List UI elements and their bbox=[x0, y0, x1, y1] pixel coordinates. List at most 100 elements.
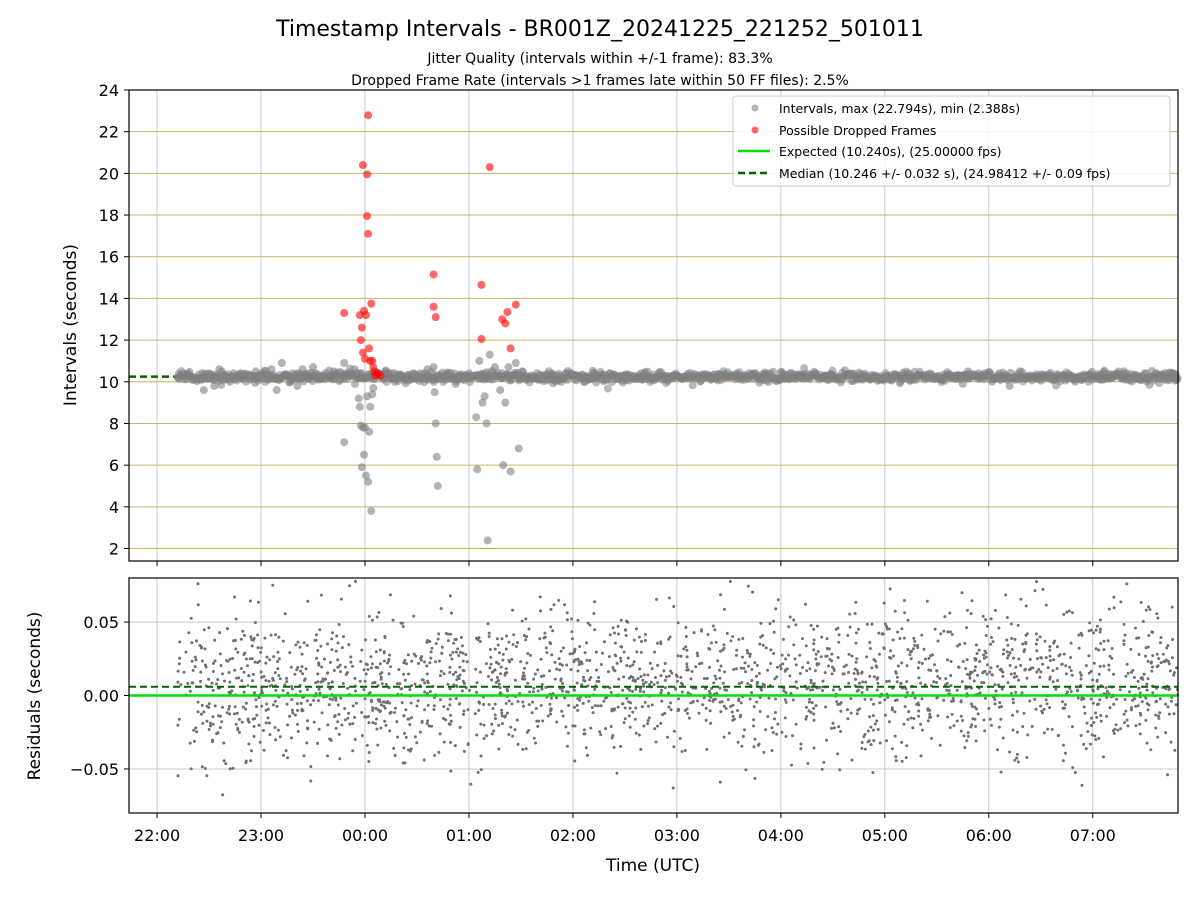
residual-point bbox=[508, 660, 512, 664]
residual-point bbox=[318, 691, 322, 695]
residual-point bbox=[446, 682, 450, 686]
residual-point bbox=[821, 679, 825, 683]
residual-point bbox=[375, 727, 379, 731]
residual-point bbox=[343, 707, 347, 711]
residual-point bbox=[637, 733, 641, 737]
residual-point bbox=[632, 638, 636, 642]
residual-point bbox=[500, 637, 504, 641]
residual-point bbox=[944, 677, 948, 681]
residual-point bbox=[265, 702, 269, 706]
residual-point bbox=[301, 672, 305, 676]
interval-point bbox=[423, 365, 432, 374]
interval-point bbox=[364, 477, 373, 486]
residual-point bbox=[583, 651, 587, 655]
residual-point bbox=[902, 722, 906, 726]
residual-point bbox=[773, 677, 777, 681]
residual-point bbox=[804, 717, 808, 721]
residual-point bbox=[689, 677, 693, 681]
residual-point bbox=[1107, 663, 1111, 667]
residual-point bbox=[593, 628, 597, 632]
residual-point bbox=[584, 746, 588, 750]
residual-point bbox=[423, 681, 427, 685]
residual-point bbox=[1076, 696, 1080, 700]
residual-point bbox=[1112, 702, 1116, 706]
residual-point bbox=[449, 632, 453, 636]
residual-point bbox=[909, 657, 913, 661]
residual-point bbox=[277, 635, 281, 639]
residual-point bbox=[475, 733, 479, 737]
residual-point bbox=[702, 676, 706, 680]
residual-point bbox=[199, 646, 203, 650]
residual-point bbox=[343, 665, 347, 669]
residual-point bbox=[511, 608, 515, 612]
residual-point bbox=[854, 600, 858, 604]
residual-point bbox=[1080, 633, 1084, 637]
intervals-y-tick-label: 2 bbox=[109, 539, 119, 558]
residual-point bbox=[991, 640, 995, 644]
residual-point bbox=[403, 678, 407, 682]
residual-point bbox=[1073, 770, 1077, 774]
residual-point bbox=[462, 749, 466, 753]
residual-point bbox=[474, 667, 478, 671]
residual-point bbox=[1146, 677, 1150, 681]
residual-point bbox=[678, 736, 682, 740]
residual-point bbox=[930, 736, 934, 740]
residual-point bbox=[908, 650, 912, 654]
residual-point bbox=[388, 729, 392, 733]
residual-point bbox=[511, 734, 515, 738]
residual-point bbox=[959, 714, 963, 718]
residual-point bbox=[875, 719, 879, 723]
dropped-frame-point bbox=[358, 348, 367, 357]
residual-point bbox=[576, 618, 580, 622]
residual-point bbox=[539, 704, 543, 708]
residual-point bbox=[392, 711, 396, 715]
residual-point bbox=[891, 638, 895, 642]
residual-point bbox=[727, 731, 731, 735]
residual-point bbox=[505, 711, 509, 715]
residual-point bbox=[1123, 697, 1127, 701]
residual-point bbox=[367, 750, 371, 754]
residual-point bbox=[244, 701, 248, 705]
residual-point bbox=[380, 682, 384, 686]
residual-point bbox=[1166, 643, 1170, 647]
residual-point bbox=[328, 737, 332, 741]
residual-point bbox=[1086, 730, 1090, 734]
residual-point bbox=[923, 683, 927, 687]
residual-point bbox=[741, 636, 745, 640]
residual-point bbox=[1041, 662, 1045, 666]
residual-point bbox=[598, 730, 602, 734]
residual-point bbox=[686, 668, 690, 672]
residual-point bbox=[1052, 641, 1056, 645]
residual-point bbox=[182, 670, 186, 674]
residual-point bbox=[500, 722, 504, 726]
interval-point bbox=[672, 371, 681, 380]
interval-point bbox=[251, 367, 260, 376]
residual-point bbox=[969, 725, 973, 729]
residual-point bbox=[1142, 672, 1146, 676]
residual-point bbox=[298, 645, 302, 649]
residual-point bbox=[876, 727, 880, 731]
residual-point bbox=[990, 673, 994, 677]
residual-point bbox=[888, 587, 892, 591]
residual-point bbox=[685, 655, 689, 659]
residual-point bbox=[746, 651, 750, 655]
residual-point bbox=[774, 607, 778, 611]
residual-point bbox=[199, 712, 203, 716]
residual-point bbox=[868, 715, 872, 719]
residual-point bbox=[500, 708, 504, 712]
residual-point bbox=[473, 712, 477, 716]
residual-point bbox=[1078, 671, 1082, 675]
residual-point bbox=[1087, 654, 1091, 658]
residual-point bbox=[276, 728, 280, 732]
residual-point bbox=[1088, 621, 1092, 625]
residual-point bbox=[824, 705, 828, 709]
residual-point bbox=[1005, 638, 1009, 642]
residual-point bbox=[1033, 697, 1037, 701]
dropped-frame-point bbox=[357, 323, 366, 332]
residual-point bbox=[639, 650, 643, 654]
residual-point bbox=[510, 657, 514, 661]
interval-point bbox=[412, 373, 421, 382]
residual-point bbox=[1112, 732, 1116, 736]
residual-point bbox=[524, 747, 528, 751]
residual-point bbox=[1011, 697, 1015, 701]
